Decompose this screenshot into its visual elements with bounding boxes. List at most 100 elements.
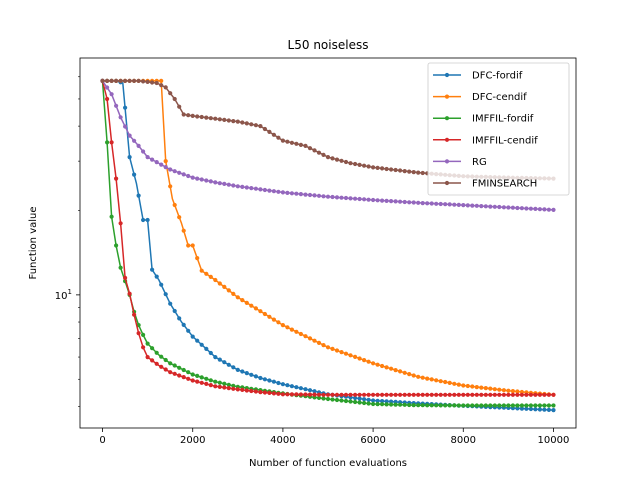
data-point <box>249 388 254 394</box>
data-point <box>470 403 475 408</box>
data-point <box>114 103 119 108</box>
data-point <box>343 392 349 397</box>
data-point <box>312 392 317 397</box>
data-point <box>127 133 132 138</box>
data-point <box>375 198 380 203</box>
data-point <box>285 383 290 388</box>
data-point <box>280 138 285 143</box>
data-point <box>298 392 303 397</box>
data-point <box>456 392 461 397</box>
data-point <box>515 392 520 397</box>
data-point <box>438 403 443 408</box>
data-point <box>123 275 128 280</box>
data-point <box>136 143 141 148</box>
legend-label: IMFFIL-cendif <box>472 135 538 146</box>
data-point <box>546 392 552 397</box>
data-point <box>452 392 457 397</box>
x-tick-label: 10000 <box>538 435 570 446</box>
data-point <box>267 314 272 319</box>
data-point <box>208 274 213 279</box>
x-axis: 0 2000 4000 6000 8000 10000 <box>99 428 569 446</box>
data-point <box>375 362 380 367</box>
data-point <box>330 392 335 397</box>
data-point <box>537 403 543 408</box>
data-point <box>384 399 389 404</box>
data-point <box>163 165 168 170</box>
data-point <box>289 392 294 397</box>
data-point <box>123 78 128 83</box>
data-point <box>100 78 105 83</box>
data-point <box>393 368 398 373</box>
data-point <box>303 392 308 397</box>
data-point <box>407 402 412 408</box>
data-point <box>402 392 407 397</box>
data-point <box>398 392 403 397</box>
data-point <box>258 187 263 192</box>
data-point <box>172 96 177 102</box>
data-point <box>325 155 331 160</box>
data-point <box>393 199 398 204</box>
data-point <box>145 155 150 160</box>
data-point <box>109 214 114 219</box>
legend-item: DFC-fordif <box>433 71 523 82</box>
data-point <box>285 325 290 330</box>
data-point <box>407 392 412 397</box>
data-point <box>334 348 340 353</box>
data-point <box>524 403 529 408</box>
data-point <box>321 194 326 199</box>
data-point <box>515 389 520 394</box>
data-point <box>253 374 258 379</box>
data-point <box>190 378 195 383</box>
data-point <box>159 364 164 369</box>
data-point <box>127 291 132 296</box>
data-point <box>416 392 421 397</box>
data-point <box>154 361 159 366</box>
chart-title: L50 noiseless <box>288 38 369 52</box>
data-point <box>307 336 313 341</box>
data-point <box>474 403 479 408</box>
data-point <box>276 189 281 194</box>
data-point <box>280 392 285 397</box>
data-point <box>321 152 326 157</box>
data-point <box>425 392 430 397</box>
data-point <box>280 323 285 328</box>
data-point <box>506 205 511 210</box>
data-point <box>474 392 479 397</box>
data-point <box>213 116 218 121</box>
data-point <box>253 389 258 394</box>
data-point <box>357 162 362 167</box>
data-point <box>366 197 371 202</box>
data-point <box>177 373 182 378</box>
data-point <box>497 387 502 392</box>
data-point <box>105 78 110 83</box>
data-point <box>519 392 525 397</box>
data-point <box>465 403 470 408</box>
data-point <box>416 403 421 408</box>
data-point <box>398 199 403 204</box>
data-point <box>118 221 123 226</box>
data-point <box>371 401 376 407</box>
data-point <box>537 207 543 212</box>
data-point <box>159 162 164 167</box>
data-point <box>501 388 506 393</box>
legend-item: FMINSEARCH <box>433 179 537 190</box>
data-point <box>452 381 457 386</box>
data-point <box>357 356 362 361</box>
data-point <box>542 207 547 212</box>
data-point <box>533 403 538 408</box>
data-point <box>402 199 407 205</box>
data-point <box>136 193 141 198</box>
data-point <box>321 396 326 401</box>
data-point <box>303 387 308 392</box>
data-point <box>208 116 213 121</box>
data-point <box>276 320 281 325</box>
data-point <box>492 204 497 209</box>
data-point <box>366 397 371 402</box>
data-point <box>375 392 380 397</box>
data-point <box>546 407 552 412</box>
data-point <box>425 376 430 381</box>
data-point <box>186 376 191 381</box>
data-point <box>244 388 249 393</box>
legend-item: IMFFIL-cendif <box>433 135 538 146</box>
